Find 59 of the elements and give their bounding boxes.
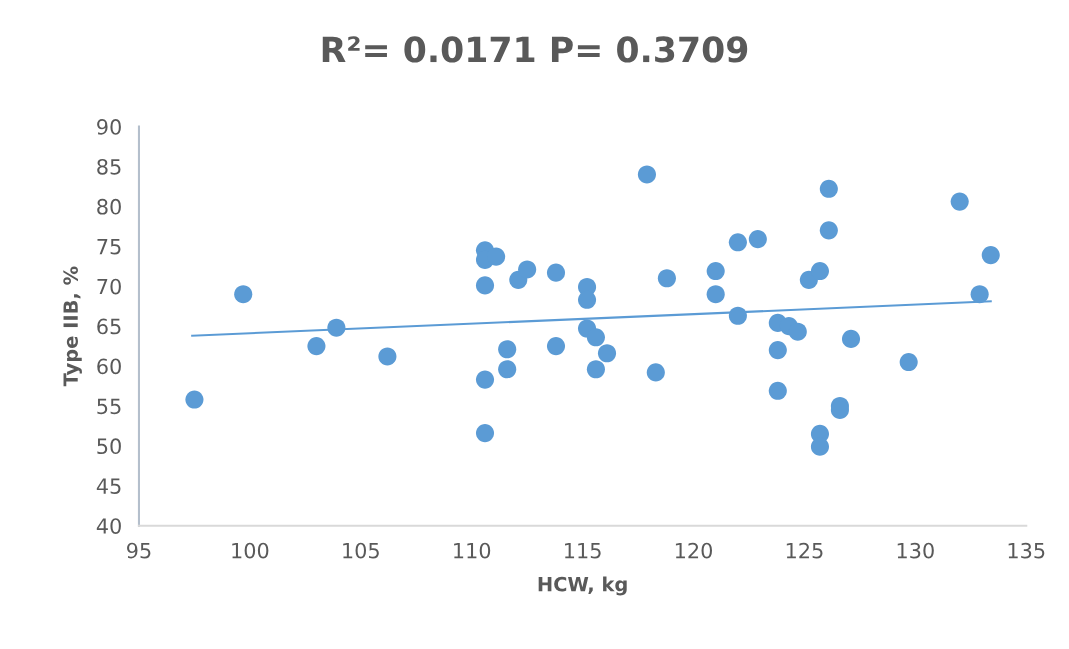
point [234, 285, 253, 304]
point [706, 261, 725, 281]
point [577, 290, 597, 309]
point [841, 329, 861, 348]
chart-title: R²= 0.0171 P= 0.3709 [322, 36, 748, 63]
point [810, 261, 829, 281]
y-tick-label: 80 [97, 198, 121, 215]
y-tick-label: 70 [97, 278, 121, 295]
point [586, 328, 605, 347]
y-tick-label: 55 [97, 398, 121, 415]
x-tick-label: 115 [565, 543, 601, 559]
point [378, 347, 397, 366]
x-tick-label: 105 [343, 542, 379, 559]
point [657, 269, 676, 288]
point [788, 322, 807, 341]
point [475, 370, 495, 389]
point [899, 352, 918, 372]
point [327, 318, 346, 337]
x-tick-label: 120 [675, 542, 713, 559]
point [475, 424, 495, 443]
point [637, 165, 656, 184]
y-tick-label: 50 [97, 438, 121, 455]
y-tick-label: 85 [97, 158, 121, 175]
x-tick-label: 130 [897, 542, 934, 559]
x-tick-label: 135 [1008, 542, 1045, 559]
point [728, 306, 747, 325]
x-tick-label: 95 [127, 542, 151, 559]
point [185, 390, 204, 409]
point [307, 337, 326, 356]
point [546, 263, 566, 282]
y-axis-title: Type IIB, % [63, 266, 82, 387]
x-tick-label: 125 [786, 542, 823, 559]
point [586, 360, 605, 379]
y-tick-label: 90 [97, 119, 121, 135]
point [498, 360, 517, 379]
x-tick-label: 110 [454, 542, 491, 559]
point [475, 276, 495, 295]
point [646, 363, 665, 382]
y-tick-label: 60 [97, 358, 121, 375]
point [706, 285, 725, 304]
point [768, 341, 787, 360]
point [546, 337, 566, 356]
y-tick-label: 40 [96, 518, 121, 534]
point [498, 340, 517, 359]
y-tick-label: 75 [97, 239, 121, 255]
point [518, 260, 537, 279]
point [728, 233, 747, 252]
point [819, 179, 838, 198]
point [768, 381, 787, 400]
point [819, 221, 838, 240]
point [950, 192, 969, 211]
x-axis-title: HCW, kg [538, 576, 627, 596]
x-tick-label: 100 [232, 542, 269, 559]
point [748, 230, 767, 249]
point [597, 344, 617, 363]
point [981, 246, 1000, 265]
y-tick-label: 65 [97, 318, 121, 335]
y-tick-label: 45 [96, 478, 121, 494]
point [970, 285, 989, 304]
